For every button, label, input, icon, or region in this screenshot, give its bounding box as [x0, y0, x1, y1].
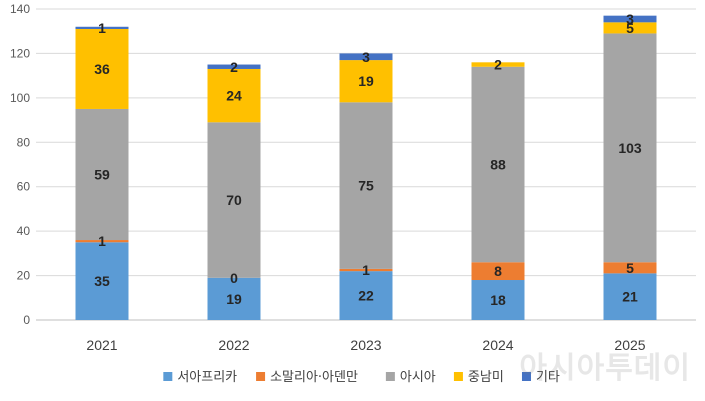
bar-segment — [75, 242, 129, 320]
data-label: 19 — [226, 291, 242, 307]
legend-label: 기타 — [536, 370, 560, 385]
x-axis: 2021 2022 2023 2024 2025 — [86, 337, 645, 353]
data-label: 2 — [494, 57, 502, 73]
data-label: 1 — [362, 262, 370, 278]
bar-segment — [339, 60, 393, 103]
legend-label: 중남미 — [468, 370, 504, 385]
x-tick-label: 2023 — [350, 337, 381, 353]
bar-segment — [603, 33, 657, 263]
y-tick-label: 20 — [17, 269, 31, 283]
bar-segment — [603, 273, 657, 320]
data-label: 0 — [230, 270, 238, 286]
data-label: 103 — [618, 140, 642, 156]
y-axis: 0 20 40 60 80 100 120 140 — [10, 2, 30, 327]
bar-segment — [339, 102, 393, 269]
bar-segment — [75, 108, 129, 241]
data-label: 88 — [490, 157, 506, 173]
bar-segment — [75, 28, 129, 109]
legend-swatch — [453, 372, 463, 381]
legend-swatch — [256, 372, 266, 381]
data-label: 8 — [494, 263, 502, 279]
bar-segment — [471, 66, 525, 263]
y-tick-label: 0 — [23, 313, 30, 327]
bar-segment — [339, 268, 393, 272]
y-tick-label: 120 — [10, 46, 30, 60]
data-label: 21 — [622, 289, 638, 305]
data-label: 18 — [490, 292, 506, 308]
data-label: 59 — [94, 166, 110, 182]
x-tick-label: 2022 — [218, 337, 249, 353]
bar-segment — [207, 277, 261, 320]
data-label: 70 — [226, 192, 242, 208]
data-label: 1 — [98, 233, 106, 249]
watermark-logo: 아시아투데이 — [519, 351, 691, 386]
bar-segment — [471, 280, 525, 320]
x-tick-label: 2021 — [86, 337, 117, 353]
bar-segment — [339, 271, 393, 320]
bar-segment — [603, 22, 657, 34]
data-label: 36 — [94, 61, 110, 77]
bar-segment — [603, 15, 657, 23]
bar-segment — [75, 26, 129, 29]
y-tick-label: 60 — [17, 180, 31, 194]
bar-segment — [471, 262, 525, 281]
data-label: 3 — [626, 11, 634, 27]
bar-segment — [207, 68, 261, 123]
data-label: 3 — [362, 49, 370, 65]
data-label: 1 — [98, 20, 106, 36]
x-tick-label: 2024 — [482, 337, 513, 353]
legend-label: 서아프리카 — [177, 370, 237, 385]
legend-swatch — [385, 372, 395, 381]
data-label: 19 — [358, 73, 374, 89]
data-label: 5 — [626, 20, 634, 36]
data-label: 24 — [226, 88, 242, 104]
legend: 서아프리카 소말리아·아덴만 아시아 중남미 기타 — [163, 370, 560, 385]
legend-swatch — [521, 372, 531, 381]
data-label: 5 — [626, 260, 634, 276]
bar-segment — [603, 262, 657, 274]
bar-segment — [339, 53, 393, 61]
y-tick-label: 40 — [17, 224, 31, 238]
y-tick-label: 80 — [17, 135, 31, 149]
bar-segment — [471, 62, 525, 67]
legend-label: 소말리아·아덴만 — [270, 370, 358, 385]
y-tick-label: 140 — [10, 2, 30, 16]
y-tick-label: 100 — [10, 91, 30, 105]
bar-segment — [75, 240, 129, 243]
legend-label: 아시아 — [400, 370, 436, 385]
legend-swatch — [163, 372, 173, 381]
data-label: 35 — [94, 273, 110, 289]
bars — [75, 15, 657, 320]
data-label: 22 — [358, 288, 374, 304]
bar-segment — [207, 64, 261, 69]
data-label: 75 — [358, 178, 374, 194]
data-label: 2 — [230, 59, 238, 75]
bar-segment — [207, 122, 261, 278]
x-tick-label: 2025 — [614, 337, 645, 353]
